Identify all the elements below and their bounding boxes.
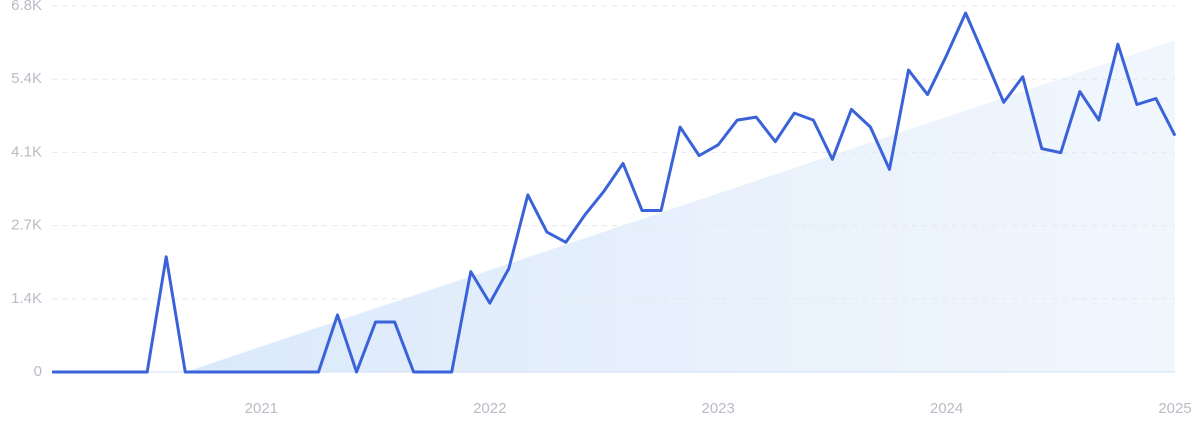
- y-tick-label: 1.4K: [11, 290, 42, 307]
- trend-area: [185, 40, 1175, 373]
- y-tick-label: 2.7K: [11, 217, 42, 234]
- y-tick-label: 4.1K: [11, 143, 42, 160]
- x-tick-label: 2022: [473, 400, 506, 417]
- x-tick-label: 2021: [245, 400, 278, 417]
- x-tick-label: 2025: [1158, 400, 1191, 417]
- y-tick-label: 6.8K: [11, 0, 42, 14]
- data-line: [52, 11, 1177, 374]
- y-tick-label: 5.4K: [11, 70, 42, 87]
- x-tick-label: 2024: [930, 400, 963, 417]
- x-tick-label: 2023: [701, 400, 734, 417]
- y-tick-label: 0: [34, 363, 42, 380]
